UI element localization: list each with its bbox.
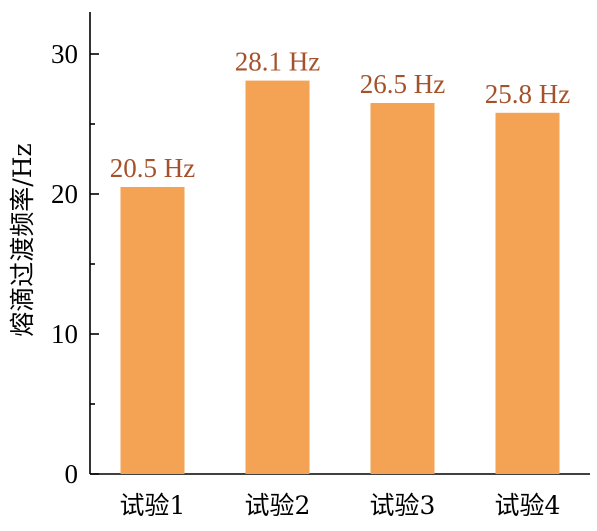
bar	[245, 80, 310, 474]
data-labels: 20.5 Hz 28.1 Hz 26.5 Hz 25.8 Hz	[110, 47, 570, 183]
x-tick-label: 试验4	[495, 491, 561, 520]
y-axis: 0 10 20 30	[51, 12, 99, 489]
y-tick-label: 20	[51, 179, 78, 209]
x-axis: 试验1 试验2 试验3 试验4	[90, 465, 590, 520]
y-tick-label: 30	[51, 39, 78, 69]
x-tick-label: 试验1	[120, 491, 186, 520]
x-tick-label: 试验2	[245, 491, 311, 520]
bar-value-label: 25.8 Hz	[485, 79, 570, 109]
bar	[495, 112, 560, 475]
y-tick-label: 0	[65, 459, 79, 489]
bar-value-label: 26.5 Hz	[360, 69, 445, 99]
x-tick-label: 试验3	[370, 491, 436, 520]
bars	[120, 80, 560, 475]
bar	[120, 187, 185, 474]
bar-value-label: 28.1 Hz	[235, 47, 320, 77]
bar	[370, 103, 435, 474]
y-tick-label: 10	[51, 319, 78, 349]
y-axis-title: 熔滴过渡频率/Hz	[8, 143, 37, 336]
bar-value-label: 20.5 Hz	[110, 153, 195, 183]
